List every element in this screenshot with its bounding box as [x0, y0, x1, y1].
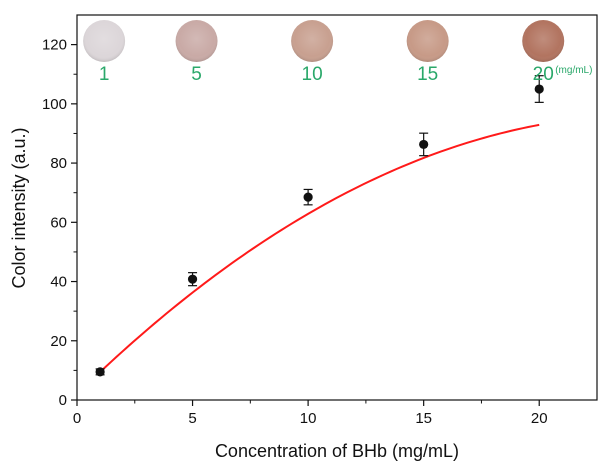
plot-area-border	[76, 14, 598, 401]
y-tick-label: 60	[50, 214, 67, 231]
data-point	[95, 367, 105, 377]
data-point	[303, 192, 313, 202]
sample-unit-label: (mg/mL)	[555, 65, 592, 76]
x-axis-title: Concentration of BHb (mg/mL)	[215, 441, 459, 461]
x-tick-label: 5	[188, 410, 196, 427]
data-point	[187, 274, 198, 284]
x-tick-label: 0	[73, 410, 81, 427]
sample-images: 1 5 10 15 20 (mg/mL)	[83, 20, 592, 85]
sample-label: 1	[99, 64, 110, 85]
y-tick-label: 80	[50, 155, 67, 172]
sample-dish-shade	[83, 20, 126, 62]
sample-label: 20	[533, 64, 554, 85]
x-tick-label: 15	[415, 410, 432, 427]
y-tick-label: 0	[59, 392, 67, 409]
y-axis-title: Color intensity (a.u.)	[9, 127, 29, 288]
sample-label: 15	[417, 64, 438, 85]
data-point	[419, 139, 429, 150]
sample-dish-shade	[406, 20, 449, 62]
sample-dish-shade	[175, 20, 218, 62]
y-tick-label: 100	[42, 96, 67, 113]
sample-dish-shade	[522, 20, 565, 62]
y-tick-label: 40	[50, 274, 67, 291]
y-tick-label: 120	[42, 37, 67, 54]
points-layer	[95, 75, 544, 377]
fit-curve	[99, 123, 540, 373]
plot-frame	[76, 14, 598, 401]
sample-label: 5	[191, 64, 202, 85]
x-tick-label: 10	[300, 410, 317, 427]
x-tick-label: 20	[531, 410, 548, 427]
fit-layer	[99, 123, 540, 373]
y-tick-label: 20	[50, 333, 67, 350]
data-point	[534, 84, 544, 94]
sample-label: 10	[302, 64, 323, 85]
sample-dish-shade	[291, 20, 334, 62]
